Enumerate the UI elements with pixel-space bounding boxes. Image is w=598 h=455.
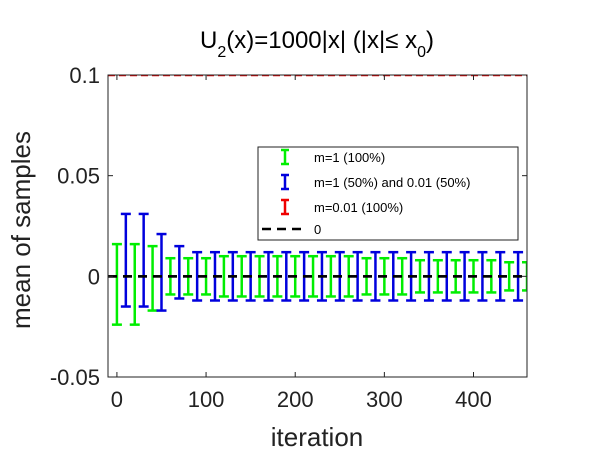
x-axis-label: iteration: [271, 422, 364, 452]
errorbar-mixed-19: [459, 250, 470, 302]
legend-label: m=1 (100%): [314, 150, 385, 165]
y-tick-label: -0.05: [50, 365, 100, 390]
chart-title: U2(x)=1000|x| (|x|≤ x0): [200, 27, 434, 61]
errorbar-mixed-0: [120, 212, 131, 308]
errorbar-m1-7: [236, 254, 247, 298]
errorbar-m1-16: [397, 256, 408, 296]
axes-box: [107, 74, 528, 378]
errorbar-mixed-1: [138, 212, 149, 308]
x-tick-label: 0: [111, 387, 123, 412]
legend-label: m=0.01 (100%): [314, 200, 403, 215]
legend-item-2: m=0.01 (100%): [281, 198, 403, 216]
errorbar-mixed-20: [477, 250, 488, 302]
errorbar-mixed-9: [281, 250, 292, 302]
legend-item-1: m=1 (50%) and 0.01 (50%): [281, 173, 470, 191]
x-tick-label: 400: [455, 387, 492, 412]
errorbar-mixed-4: [192, 250, 203, 302]
y-tick-label: 0: [88, 264, 100, 289]
y-axis-label: mean of samples: [6, 131, 36, 329]
errorbar-mixed-8: [263, 250, 274, 302]
legend-label: 0: [314, 222, 321, 237]
errorbar-m1-12: [325, 254, 336, 298]
legend: m=1 (100%) m=1 (50%) and 0.01 (50%) m=0.01…: [257, 146, 519, 241]
legend-label: m=1 (50%) and 0.01 (50%): [314, 175, 470, 190]
errorbar-m1-18: [432, 258, 443, 294]
legend-item-3: 0: [262, 222, 321, 237]
x-tick-label: 200: [277, 387, 314, 412]
errorbar-mixed-13: [352, 250, 363, 302]
errorbar-mixed-14: [370, 250, 381, 302]
errorbar-m1-11: [308, 254, 319, 298]
y-tick-label: 0.05: [57, 164, 100, 189]
errorbar-m1-2: [147, 244, 158, 312]
axis-layer: 0 100 200 300 400 -0.05 0 0.05 0.1: [50, 63, 528, 412]
errorbar-mixed-3: [174, 244, 185, 300]
errorbar-m1-22: [504, 260, 515, 292]
legend-item-0: m=1 (100%): [281, 148, 385, 166]
legend-box: [257, 146, 519, 241]
plot-layer: [108, 75, 527, 326]
x-tick-label: 100: [188, 387, 225, 412]
errorbar-mixed-2: [156, 232, 167, 312]
errorbar-m1-23: [522, 260, 527, 292]
x-tick-label: 300: [366, 387, 403, 412]
errorbar-m1-17: [415, 258, 426, 294]
y-tick-label: 0.1: [69, 63, 100, 88]
errorbar-m1-6: [218, 254, 229, 298]
errorbar-m1-0: [111, 242, 122, 326]
errorbar-m1-1: [129, 242, 140, 326]
